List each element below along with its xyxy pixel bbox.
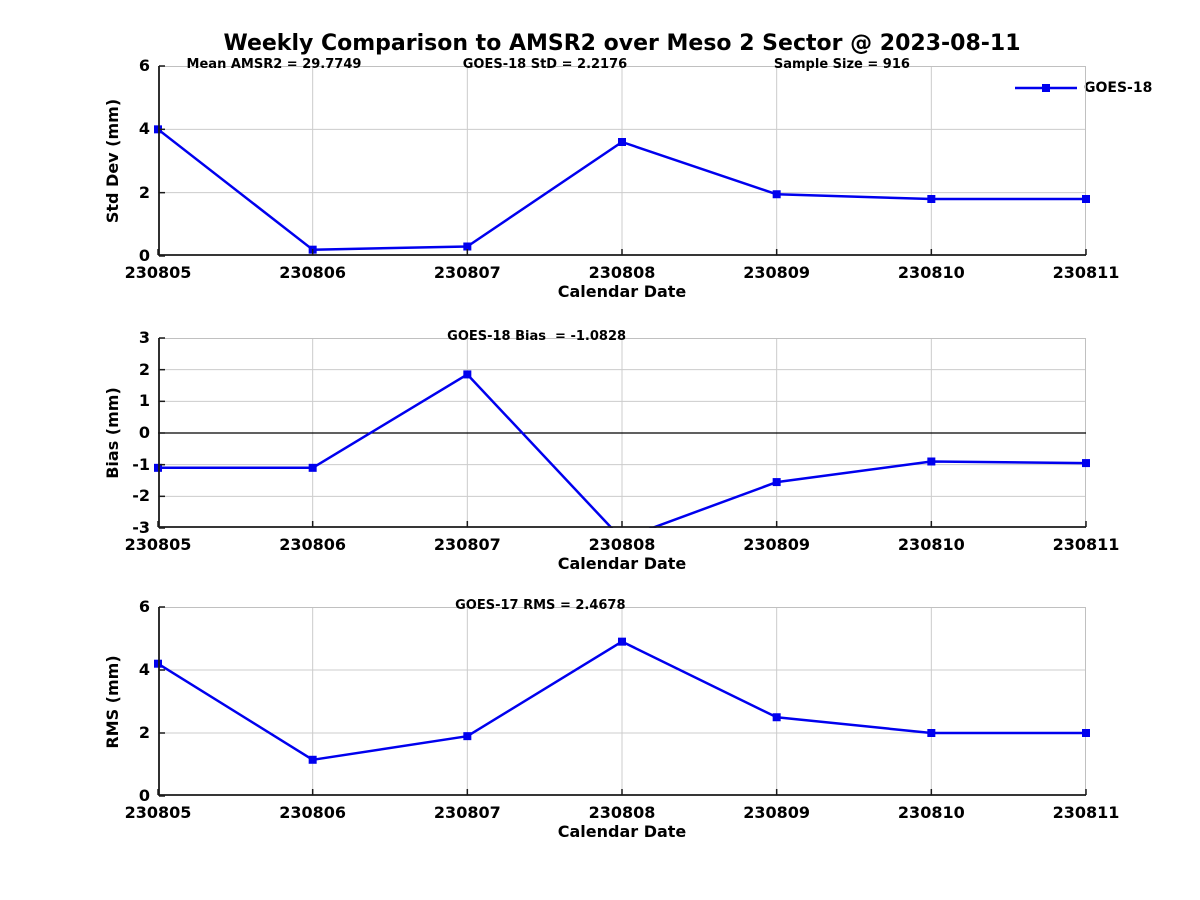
subplot-1-xtick-230811: 230811	[1052, 263, 1120, 282]
data-point-marker	[618, 637, 626, 646]
data-point-marker	[772, 713, 781, 722]
subplot-3-xtick-230811: 230811	[1052, 803, 1120, 822]
subplot-1-annotation-3: Sample Size = 916	[773, 57, 910, 72]
subplot-2-x-axis-label: Calendar Date	[557, 554, 687, 573]
data-point-marker	[772, 190, 781, 199]
subplot-1-x-axis-label: Calendar Date	[557, 282, 687, 301]
subplot-2-xtick-230808: 230808	[588, 535, 656, 554]
data-point-marker	[1082, 459, 1090, 468]
subplot-1-ytick-6: 6	[138, 56, 150, 75]
subplot-3-annotation-1: GOES-17 RMS = 2.4678	[455, 598, 626, 613]
data-point-marker	[927, 457, 936, 466]
data-point-marker	[463, 242, 472, 251]
subplot-2-ytick--2: -2	[132, 486, 150, 506]
subplot-1-annotation-2: GOES-18 StD = 2.2176	[462, 57, 628, 72]
data-point-marker	[308, 463, 317, 472]
data-point-marker	[927, 729, 936, 737]
data-point-marker	[154, 659, 162, 668]
subplot-2-ytick--1: -1	[132, 454, 150, 474]
subplot-2-ytick--3: -3	[132, 518, 150, 537]
subplot-2-xtick-230810: 230810	[897, 535, 965, 554]
subplot-2-xtick-230809: 230809	[743, 535, 811, 554]
subplot-1-xtick-230809: 230809	[743, 263, 811, 282]
subplot-2-ytick-3: 3	[138, 328, 150, 347]
subplot-3-xtick-230807: 230807	[433, 803, 501, 822]
data-point-marker	[154, 463, 162, 472]
figure-title: Weekly Comparison to AMSR2 over Meso 2 S…	[223, 31, 1021, 56]
subplot-3-ytick-6: 6	[138, 597, 150, 616]
legend-line-marker-icon	[1015, 84, 1077, 92]
subplot-2-ytick-0: 0	[138, 423, 150, 442]
subplot-3-xtick-230809: 230809	[743, 803, 811, 822]
subplot-2-xtick-230805: 230805	[124, 535, 192, 554]
subplot-1-xtick-230808: 230808	[588, 263, 656, 282]
subplot-1-xtick-230810: 230810	[897, 263, 965, 282]
subplot-1-ytick-0: 0	[138, 246, 150, 265]
subplot-1-xtick-230806: 230806	[279, 263, 347, 282]
data-point-marker	[308, 755, 317, 764]
subplot-2-xtick-230807: 230807	[433, 535, 501, 554]
subplot-3-ytick-4: 4	[138, 660, 150, 679]
data-point-marker	[1082, 729, 1090, 737]
legend: GOES-18	[1015, 80, 1152, 96]
subplot-2-plot-area	[154, 337, 1090, 529]
subplot-2-ytick-1: 1	[138, 391, 150, 411]
data-point-marker	[1082, 195, 1090, 203]
subplot-1-y-axis-label: Std Dev (mm)	[103, 98, 122, 224]
subplot-1-ytick-4: 4	[138, 119, 150, 139]
subplot-3-xtick-230806: 230806	[279, 803, 347, 822]
subplot-1-annotation-1: Mean AMSR2 = 29.7749	[186, 57, 362, 72]
data-point-marker	[927, 195, 936, 203]
subplot-3-x-axis-label: Calendar Date	[557, 822, 687, 841]
subplot-1-xtick-230807: 230807	[433, 263, 501, 282]
subplot-3-ytick-0: 0	[138, 786, 150, 805]
subplot-2-xtick-230806: 230806	[279, 535, 347, 554]
legend-label: GOES-18	[1084, 80, 1153, 96]
subplot-2-y-axis-label: Bias (mm)	[103, 387, 122, 479]
subplot-1-ytick-2: 2	[138, 182, 150, 202]
subplot-3-ytick-2: 2	[138, 723, 150, 742]
data-point-marker	[463, 370, 472, 379]
subplot-2-xtick-230811: 230811	[1052, 535, 1120, 554]
data-point-marker	[618, 138, 626, 146]
subplot-3-y-axis-label: RMS (mm)	[103, 654, 122, 749]
subplot-3-xtick-230810: 230810	[897, 803, 965, 822]
data-point-marker	[154, 125, 162, 134]
subplot-3-xtick-230808: 230808	[588, 803, 656, 822]
subplot-1-plot-area	[154, 65, 1090, 257]
subplot-1-xtick-230805: 230805	[124, 263, 192, 282]
data-point-marker	[463, 732, 472, 741]
subplot-3-xtick-230805: 230805	[124, 803, 192, 822]
subplot-3-plot-area	[154, 606, 1090, 797]
data-point-marker	[772, 478, 781, 487]
subplot-2-annotation-1: GOES-18 Bias = -1.0828	[447, 329, 627, 344]
subplot-2-ytick-2: 2	[138, 359, 150, 379]
